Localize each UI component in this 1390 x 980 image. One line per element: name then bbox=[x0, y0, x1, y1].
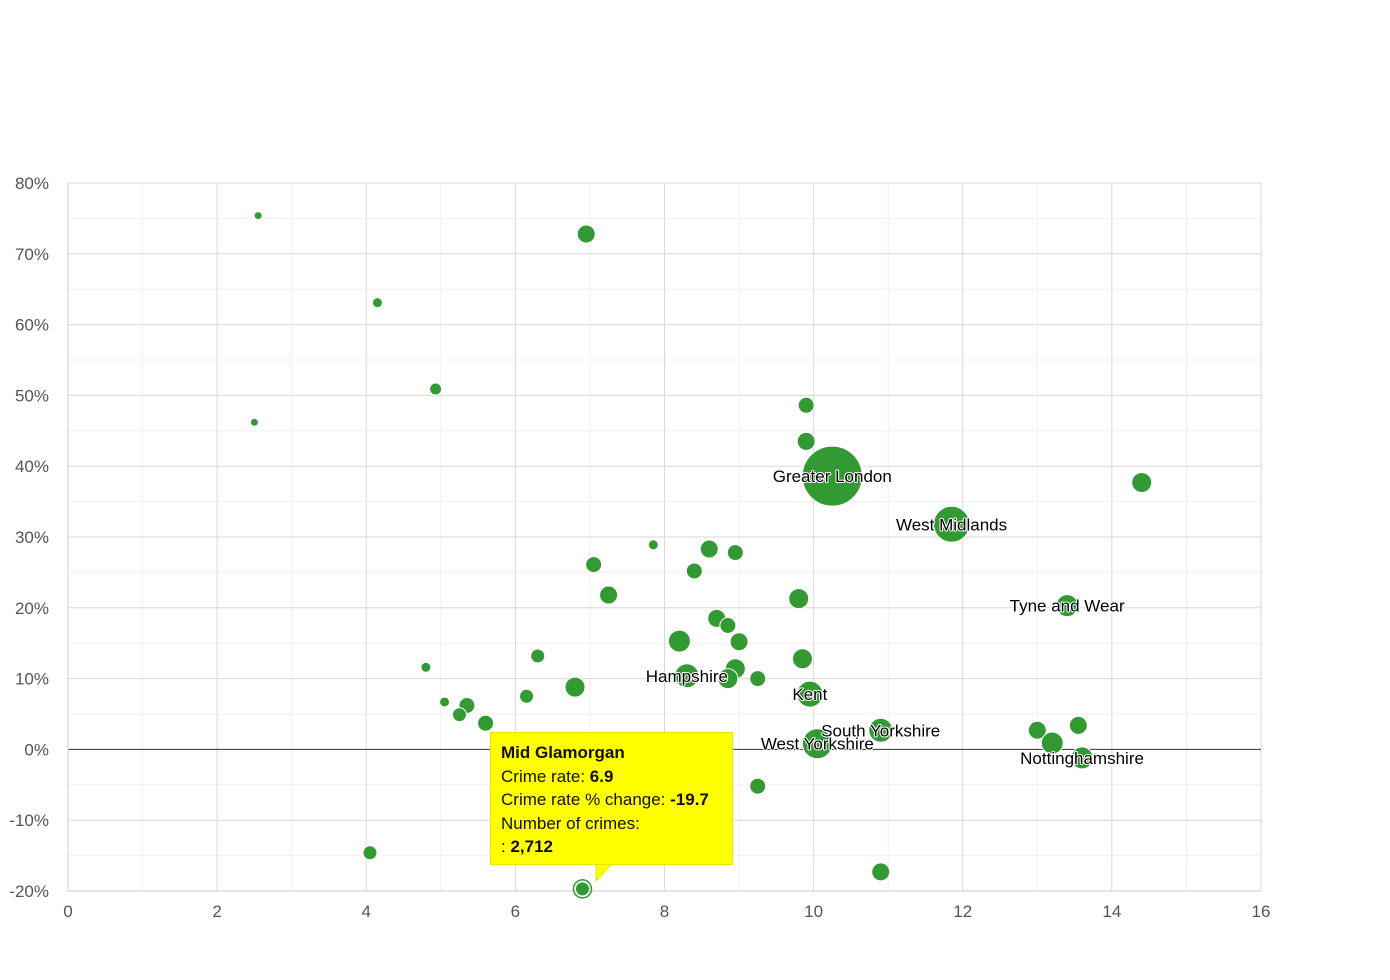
data-point-bubble bbox=[685, 562, 703, 580]
tooltip-pct-change: Crime rate % change: -19.7 bbox=[501, 788, 722, 812]
data-point-bubble bbox=[788, 588, 810, 610]
data-point-bubble bbox=[699, 539, 719, 559]
bubble-label: Nottinghamshire bbox=[1020, 749, 1144, 768]
data-point-bubble bbox=[530, 648, 546, 664]
bubble-label: Tyne and Wear bbox=[1010, 597, 1125, 616]
data-point-bubble bbox=[1027, 720, 1047, 740]
data-point-bubble bbox=[585, 556, 603, 574]
y-tick-label: 10% bbox=[15, 670, 49, 689]
data-point-bubble bbox=[667, 629, 691, 653]
data-point-bubble bbox=[868, 717, 894, 743]
y-tick-label: -10% bbox=[9, 811, 49, 830]
data-point-bubble bbox=[726, 544, 744, 562]
y-tick-label: 70% bbox=[15, 245, 49, 264]
data-point-bubble bbox=[1070, 746, 1094, 770]
data-point-bubble bbox=[674, 663, 700, 689]
x-tick-label: 12 bbox=[953, 902, 972, 921]
data-point-bubble bbox=[801, 445, 863, 507]
bubble-label: Hampshire bbox=[646, 667, 728, 686]
data-point-bubble bbox=[1068, 715, 1088, 735]
data-point-bubble bbox=[429, 382, 443, 396]
x-tick-label: 0 bbox=[63, 902, 72, 921]
y-tick-label: 20% bbox=[15, 599, 49, 618]
x-tick-label: 14 bbox=[1102, 902, 1121, 921]
y-tick-label: 80% bbox=[15, 174, 49, 193]
data-point-bubble bbox=[749, 777, 767, 795]
bubble-labels: Greater London West Midlands Tyne and Wear… bbox=[645, 466, 1145, 769]
data-point-bubble bbox=[576, 224, 596, 244]
bubble-label: West Yorkshire bbox=[761, 735, 874, 754]
bubble-label: Greater London bbox=[773, 467, 892, 486]
data-point-bubble bbox=[362, 845, 378, 861]
tooltip-num-crimes-label: Number of crimes: bbox=[501, 813, 640, 833]
data-point-bubble bbox=[729, 632, 749, 652]
data-point-bubble bbox=[1055, 594, 1079, 618]
y-tick-label: 40% bbox=[15, 457, 49, 476]
tooltip-crime-rate: Crime rate: 6.9 bbox=[501, 765, 722, 789]
data-point-bubble bbox=[791, 648, 813, 670]
highlight-ring bbox=[572, 879, 593, 899]
data-point-bubble bbox=[717, 668, 739, 690]
data-point-bubble bbox=[420, 661, 432, 673]
bubbles bbox=[249, 211, 1153, 899]
tooltip-pct-change-value: -19.7 bbox=[670, 790, 709, 809]
data-point-bubble bbox=[1131, 471, 1153, 493]
data-point-bubble bbox=[797, 396, 815, 414]
tooltip-title: Mid Glamorgan bbox=[501, 743, 625, 762]
tooltip-crime-rate-label: Crime rate: bbox=[501, 766, 590, 786]
bubble-label: Kent bbox=[792, 685, 827, 704]
y-tick-label: -20% bbox=[9, 882, 49, 901]
tooltip-num-crimes-value: 2,712 bbox=[510, 837, 553, 856]
data-point-bubble bbox=[647, 539, 659, 551]
data-point-bubble bbox=[439, 696, 451, 708]
x-tick-label: 16 bbox=[1252, 902, 1271, 921]
y-tick-label: 60% bbox=[15, 316, 49, 335]
x-tick-label: 6 bbox=[511, 902, 520, 921]
data-tooltip: Mid Glamorgan Crime rate: 6.9 Crime rate… bbox=[490, 732, 733, 865]
tooltip-crime-rate-value: 6.9 bbox=[589, 766, 614, 786]
x-tick-label: 8 bbox=[660, 902, 669, 921]
data-point-bubble bbox=[749, 670, 767, 688]
data-point-bubble bbox=[933, 505, 971, 543]
y-tick-label: 30% bbox=[15, 528, 49, 547]
data-point-bubble bbox=[719, 617, 737, 634]
data-point-bubble bbox=[564, 676, 586, 698]
x-tick-label: 10 bbox=[804, 902, 823, 921]
data-point-bubble bbox=[477, 714, 495, 732]
data-point-bubble bbox=[801, 728, 833, 760]
x-tick-label: 4 bbox=[362, 902, 371, 921]
y-tick-label: 50% bbox=[15, 386, 49, 405]
bubble-label: West Midlands bbox=[896, 515, 1007, 534]
bubble-label: South Yorkshire bbox=[821, 721, 940, 740]
data-point-bubble bbox=[519, 688, 535, 704]
data-point-bubble bbox=[249, 417, 259, 427]
data-point-bubble bbox=[871, 862, 891, 882]
data-point-bubble bbox=[1040, 731, 1064, 755]
x-tick-label: 2 bbox=[212, 902, 221, 921]
tooltip-pct-change-label: Crime rate % change: bbox=[501, 790, 671, 809]
data-point-bubble bbox=[796, 680, 824, 708]
tooltip-num-crimes-prefix: : bbox=[501, 837, 511, 856]
data-point-bubble bbox=[371, 297, 383, 309]
tooltip-num-crimes: : 2,712 bbox=[501, 835, 722, 859]
axes: 0 2 4 6 8 10 12 14 16 -20% -10% 0% 10% 20% 30% 40% 50% 60… bbox=[9, 174, 1270, 921]
data-point-bubble bbox=[599, 585, 619, 605]
data-point-bubble bbox=[574, 881, 590, 897]
data-point-bubble bbox=[451, 707, 467, 723]
y-tick-label: 0% bbox=[24, 740, 49, 759]
data-point-bubble bbox=[796, 431, 816, 451]
data-point-bubble bbox=[253, 211, 263, 221]
